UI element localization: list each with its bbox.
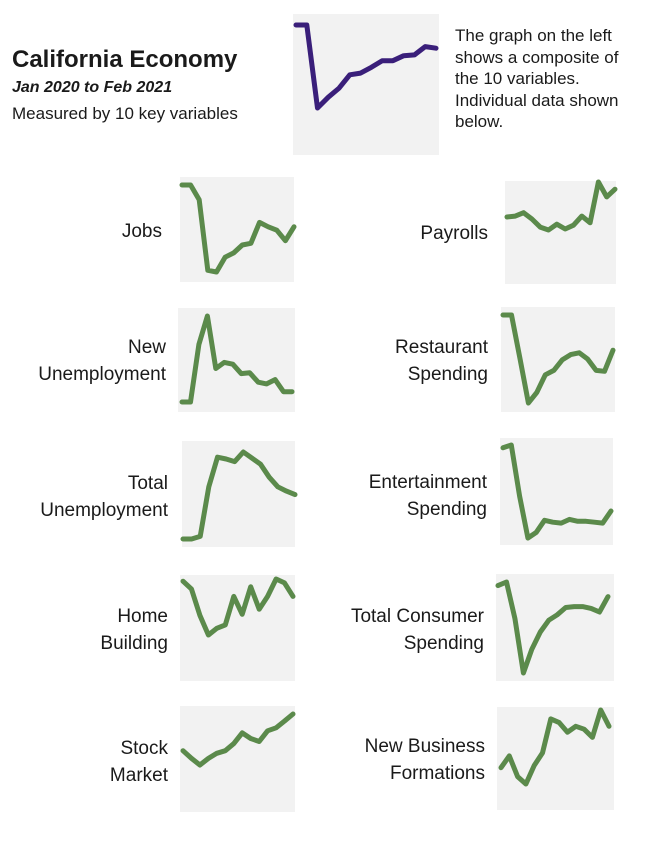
entertainment-spending-chart-panel (500, 438, 614, 545)
restaurant-spending-label-line-2: Spending (407, 364, 488, 385)
total-consumer-spending-chart (495, 579, 611, 676)
stock-market-chart (180, 711, 296, 768)
jobs-chart (179, 182, 297, 275)
home-building-label: Home Building (100, 603, 168, 657)
new-business-formations-label: New Business Formations (365, 733, 485, 787)
new-business-formations-label-line-1: New Business (364, 736, 485, 757)
total-unemployment-chart (180, 449, 298, 542)
new-business-formations-label-line-2: Formations (389, 763, 485, 784)
jobs-chart-panel (179, 177, 297, 282)
stock-market-label-line-2: Market (109, 765, 168, 786)
new-unemployment-chart-panel (178, 308, 295, 412)
new-business-formations-chart (498, 707, 612, 787)
total-consumer-spending-label-line-1: Total Consumer (350, 606, 484, 627)
stock-market-label: Stock Market (110, 735, 168, 789)
new-business-formations-chart-panel (497, 707, 614, 810)
stock-market-series-line (180, 711, 296, 768)
total-consumer-spending-label: Total Consumer Spending (351, 603, 484, 657)
stock-market-label-line-1: Stock (120, 738, 168, 759)
new-unemployment-chart (179, 313, 295, 405)
composite-note: The graph on the left shows a composite … (455, 26, 619, 131)
new-unemployment-series-line (179, 313, 295, 405)
total-consumer-spending-series-line (495, 579, 611, 676)
total-unemployment-label-line-2: Unemployment (40, 500, 168, 521)
composite-series-line (293, 22, 439, 111)
entertainment-spending-chart (500, 442, 614, 541)
date-range-subtitle: Jan 2020 to Feb 2021 (12, 79, 173, 96)
total-consumer-spending-chart-panel (495, 574, 614, 681)
home-building-label-line-1: Home (117, 606, 168, 627)
payrolls-label: Payrolls (420, 220, 488, 247)
new-unemployment-label: New Unemployment (38, 334, 166, 388)
page-title: California Economy (12, 46, 238, 73)
restaurant-spending-label-line-1: Restaurant (395, 337, 488, 358)
total-consumer-spending-label-line-2: Spending (403, 633, 484, 654)
total-unemployment-label-line-1: Total (127, 473, 168, 494)
home-building-chart-panel (180, 575, 296, 681)
home-building-chart (180, 576, 296, 638)
caption: Measured by 10 key variables (12, 104, 238, 123)
restaurant-spending-label: Restaurant Spending (395, 334, 488, 388)
restaurant-spending-series-line (500, 312, 616, 406)
payrolls-label-line: Payrolls (420, 223, 488, 244)
payrolls-series-line (504, 179, 618, 233)
new-business-formations-series-line (498, 707, 612, 787)
stock-market-chart-panel (180, 706, 296, 812)
payrolls-chart-panel (504, 179, 618, 284)
restaurant-spending-chart-panel (500, 307, 616, 412)
total-unemployment-chart-panel (180, 441, 298, 547)
restaurant-spending-chart (500, 312, 616, 406)
new-unemployment-label-line-1: New (127, 337, 166, 358)
total-unemployment-label: Total Unemployment (40, 470, 168, 524)
jobs-label: Jobs (122, 218, 162, 245)
entertainment-spending-label: Entertainment Spending (369, 469, 487, 523)
total-unemployment-series-line (180, 449, 298, 542)
home-building-label-line-2: Building (100, 633, 168, 654)
entertainment-spending-label-line-1: Entertainment (368, 472, 487, 493)
new-unemployment-label-line-2: Unemployment (38, 364, 166, 385)
jobs-label-line: Jobs (121, 221, 162, 242)
composite-chart-panel (293, 14, 439, 155)
jobs-series-line (179, 182, 297, 275)
home-building-series-line (180, 576, 296, 638)
composite-chart (293, 22, 439, 111)
entertainment-spending-series-line (500, 442, 614, 541)
payrolls-chart (504, 179, 618, 233)
entertainment-spending-label-line-2: Spending (406, 499, 487, 520)
